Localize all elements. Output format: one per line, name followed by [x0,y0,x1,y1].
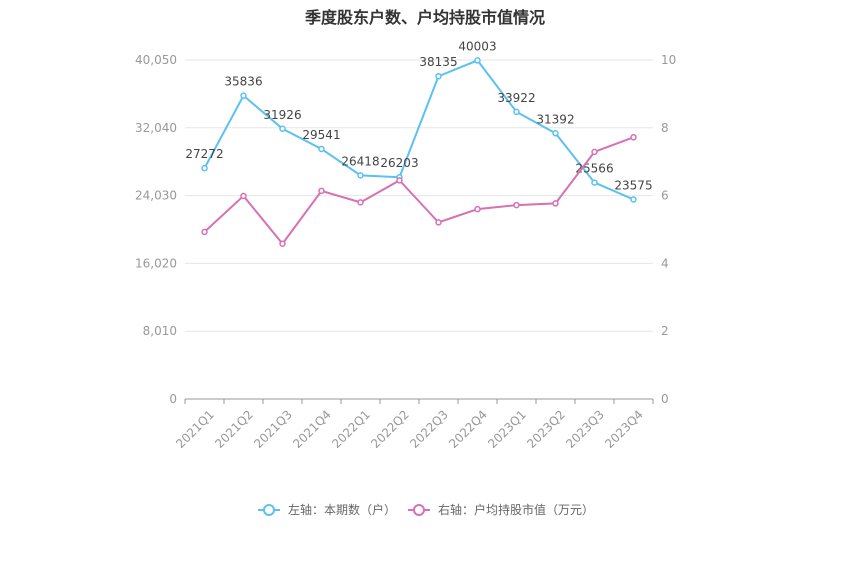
data-point [240,92,247,99]
x-axis-tick-label: 2023Q1 [485,407,529,451]
legend-marker [263,504,275,516]
data-point [552,200,559,207]
right-axis-tick-label: 10 [661,53,676,67]
data-point [240,192,247,200]
data-point [396,177,403,184]
data-label: 27272 [185,147,223,161]
x-axis-tick-label: 2021Q2 [212,407,256,451]
right-axis-tick-label: 8 [661,121,669,135]
x-axis-tick-label: 2021Q4 [290,407,334,451]
x-axis-tick-label: 2023Q3 [563,407,607,451]
series-line-2 [203,136,634,246]
right-axis-tick-label: 2 [661,324,669,338]
data-point [630,196,637,203]
series-line-1 [203,59,634,201]
x-axis-tick-label: 2021Q1 [173,407,217,451]
data-point [318,187,325,195]
right-axis-tick-label: 4 [661,256,669,270]
data-point [318,145,325,153]
x-axis-tick-label: 2023Q4 [602,407,646,451]
data-point [474,205,481,213]
left-axis-tick-label: 40,050 [135,53,177,67]
data-point [279,125,286,133]
data-point [630,134,637,141]
legend-marker [413,504,425,516]
x-axis-tick-label: 2022Q1 [329,407,373,451]
legend-item-1: 左轴：本期数（户） [258,502,396,517]
data-point [279,240,286,247]
right-axis-tick-label: 0 [661,392,669,406]
data-point [357,199,364,206]
chart-title: 季度股东户数、户均持股市值情况 [304,8,545,27]
x-axis-tick-label: 2022Q2 [368,407,412,451]
data-point [357,172,364,179]
data-label: 33922 [497,91,535,105]
legend-label: 左轴：本期数（户） [288,502,396,517]
data-label: 31926 [263,108,301,122]
data-label: 26203 [380,156,418,170]
data-label: 40003 [458,39,496,53]
data-point [513,201,520,209]
data-label: 31392 [536,112,574,126]
data-point [474,57,481,64]
data-label: 29541 [302,128,340,142]
x-axis-tick-label: 2021Q3 [251,407,295,451]
data-point [552,130,559,137]
data-label: 38135 [419,55,457,69]
data-point [201,228,208,236]
data-label: 35836 [224,75,262,89]
left-axis-tick-label: 0 [169,392,177,406]
right-axis-tick-label: 6 [661,189,669,203]
left-axis-tick-label: 16,020 [135,256,177,270]
data-point [435,219,442,226]
left-axis-tick-label: 8,010 [143,324,177,338]
x-axis-tick-label: 2022Q3 [407,407,451,451]
data-point [513,108,520,116]
x-axis-tick-label: 2022Q4 [446,407,490,451]
x-axis-tick-label: 2023Q2 [524,407,568,451]
data-point [591,179,598,186]
legend-item-2: 右轴：户均持股市值（万元） [408,502,594,517]
left-axis-tick-label: 24,030 [135,189,177,203]
legend-label: 右轴：户均持股市值（万元） [438,502,594,517]
data-point [201,164,208,172]
data-label: 26418 [341,154,379,168]
data-point [435,72,442,80]
data-point [591,148,598,156]
data-label: 23575 [614,178,652,192]
left-axis-tick-label: 32,040 [135,121,177,135]
